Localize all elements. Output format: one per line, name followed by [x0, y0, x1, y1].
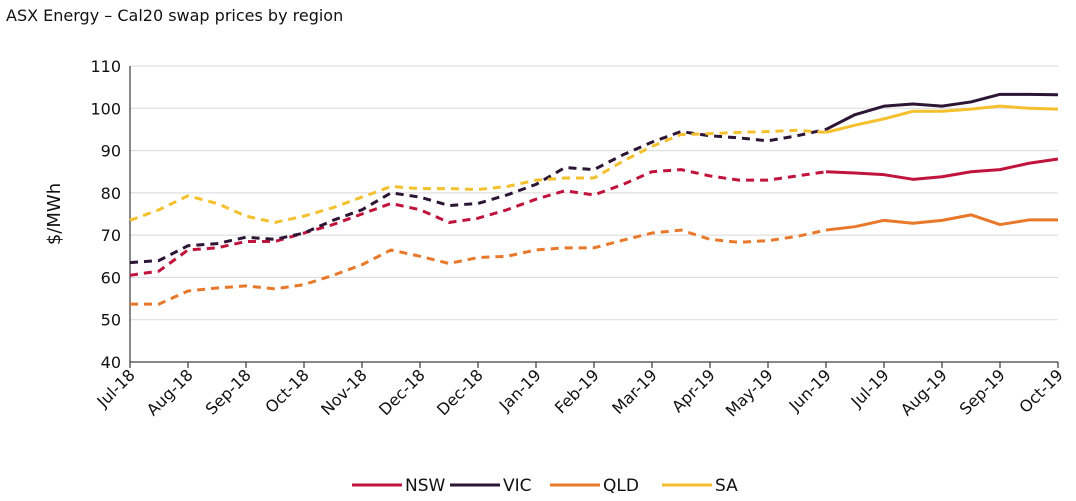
x-tick-label: May-19 — [722, 365, 777, 420]
x-tick-label: Nov-18 — [317, 365, 371, 419]
x-tick-label: Apr-19 — [668, 365, 719, 416]
series-line-nsw-dashed — [129, 168, 827, 277]
chart-title: ASX Energy – Cal20 swap prices by region — [6, 6, 344, 25]
legend-label-vic: VIC — [503, 476, 532, 496]
series-line-vic-solid — [825, 92, 1059, 131]
y-tick-label: 50 — [101, 311, 121, 330]
legend-label-nsw: NSW — [405, 476, 446, 496]
series-line-sa-solid — [825, 104, 1059, 134]
x-tick-label: Aug-19 — [897, 365, 951, 419]
series-line-qld-solid — [825, 213, 1058, 232]
x-tick-label: Sep-18 — [202, 365, 255, 418]
x-tick-label: Jan-19 — [495, 365, 545, 415]
series-line-nsw-solid — [825, 157, 1059, 181]
x-tick-label: Jun-19 — [785, 365, 835, 415]
x-tick-label: Oct-19 — [1015, 365, 1066, 416]
x-tick-label: Sep-19 — [956, 365, 1009, 418]
y-tick-label: 110 — [90, 57, 121, 76]
x-tick-label: Mar-19 — [608, 365, 661, 418]
y-axis-label: $/MWh — [44, 183, 65, 245]
y-tick-label: 60 — [101, 268, 121, 287]
x-tick-label: Feb-19 — [551, 365, 603, 417]
legend-label-sa: SA — [715, 476, 738, 496]
x-tick-label: Dec-18 — [433, 365, 487, 419]
legend-label-qld: QLD — [603, 476, 639, 496]
y-tick-label: 80 — [101, 184, 121, 203]
y-tick-label: 90 — [101, 142, 121, 161]
y-tick-label: 100 — [90, 99, 121, 118]
y-tick-label: 40 — [101, 353, 121, 372]
x-tick-label: Jul-18 — [93, 365, 139, 411]
x-tick-label: Jul-19 — [847, 365, 893, 411]
x-tick-label: Dec-18 — [375, 365, 429, 419]
y-tick-label: 70 — [101, 226, 121, 245]
x-tick-label: Oct-18 — [261, 365, 312, 416]
series-line-sa-dashed — [129, 128, 827, 224]
x-tick-label: Aug-18 — [143, 365, 197, 419]
series-line-qld-dashed — [130, 228, 827, 306]
